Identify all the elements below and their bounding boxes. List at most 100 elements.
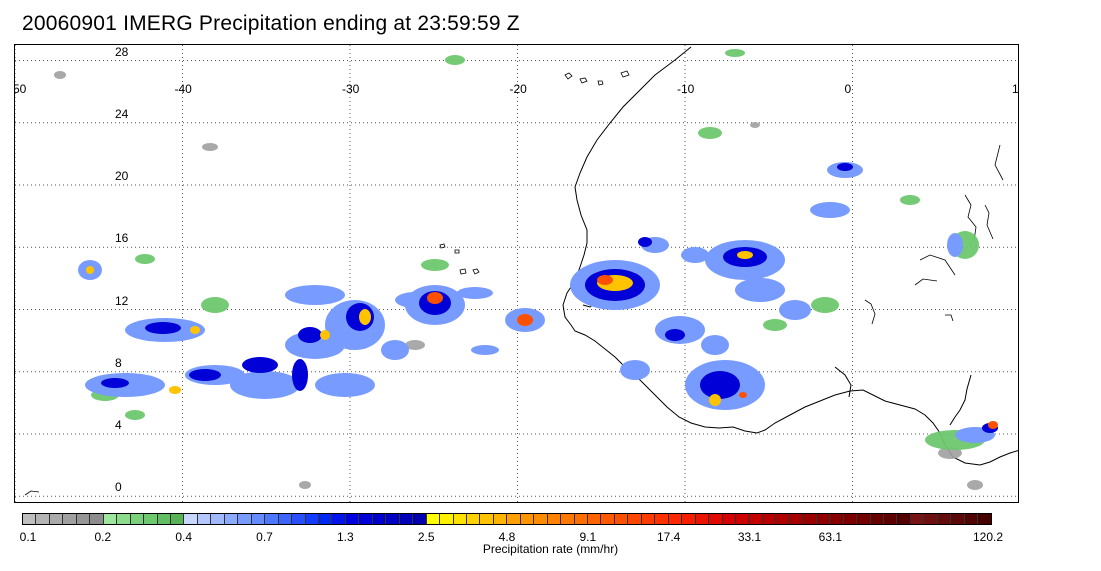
colorbar-cell — [520, 514, 535, 524]
colorbar-cell — [547, 514, 562, 524]
colorbar-cell — [561, 514, 575, 524]
colorbar-cell — [117, 514, 131, 524]
map-title: 20060901 IMERG Precipitation ending at 2… — [22, 12, 520, 35]
colorbar-cell — [144, 514, 158, 524]
colorbar-cell — [937, 514, 952, 524]
colorbar-cell — [332, 514, 346, 524]
lon-tick-label: -30 — [342, 82, 360, 96]
colorbar-cell — [870, 514, 884, 524]
colorbar-cell — [211, 514, 225, 524]
colorbar-tick-label: 120.2 — [972, 530, 1004, 544]
colorbar-cell — [372, 514, 387, 524]
colorbar-cell — [23, 514, 37, 524]
lat-tick-label: 12 — [115, 293, 129, 308]
lat-tick-label: 20 — [115, 169, 129, 184]
lat-tick-label: 16 — [115, 231, 129, 246]
colorbar-cell — [318, 514, 333, 524]
lon-tick-label: 0 — [844, 82, 852, 96]
lon-tick-label: 10 — [1012, 82, 1019, 96]
colorbar-cell — [749, 514, 763, 524]
colorbar-cell — [386, 514, 400, 524]
colorbar-cell — [480, 514, 494, 524]
lat-tick-label: 8 — [115, 355, 122, 370]
colorbar-cell — [614, 514, 629, 524]
colorbar-title: Precipitation rate (mm/hr) — [482, 542, 619, 556]
colorbar-cell — [197, 514, 212, 524]
colorbar-cell — [736, 514, 750, 524]
colorbar-cell — [964, 514, 979, 524]
colorbar-tick-label: 63.1 — [818, 530, 843, 544]
colorbar-tick-label: 2.5 — [417, 530, 435, 544]
colorbar-tick-label: 4.8 — [498, 530, 516, 544]
colorbar-cell — [466, 514, 481, 524]
colorbar-cell — [493, 514, 508, 524]
lon-tick-label: -20 — [509, 82, 527, 96]
precipitation-map: -50 -40 -30 -20 -10 0 10 28 24 20 16 12 8 4 0 — [14, 44, 1019, 503]
colorbar-tick-label: 0.4 — [175, 530, 192, 544]
lat-tick-label: 28 — [115, 44, 129, 59]
colorbar-cell — [224, 514, 239, 524]
colorbar-cell — [507, 514, 521, 524]
colorbar-cell — [534, 514, 548, 524]
precipitation-colorbar — [22, 513, 992, 525]
colorbar-cell — [413, 514, 427, 524]
map-canvas — [15, 45, 1018, 502]
lon-tick-label: -40 — [174, 82, 192, 96]
colorbar-cell — [830, 514, 844, 524]
colorbar-cell — [399, 514, 414, 524]
colorbar-cell — [76, 514, 91, 524]
colorbar-tick-label: 1.3 — [336, 530, 354, 544]
colorbar-cell — [910, 514, 925, 524]
colorbar-tick-label: 0.2 — [94, 530, 112, 544]
colorbar-cell — [440, 514, 454, 524]
colorbar-tick-label: 33.1 — [737, 530, 762, 544]
colorbar-cell — [722, 514, 737, 524]
coastline — [562, 46, 1018, 466]
colorbar-cell — [655, 514, 669, 524]
colorbar-cell — [103, 514, 118, 524]
colorbar-cell — [628, 514, 642, 524]
islands — [24, 70, 1004, 496]
colorbar-tick-label: 0.1 — [19, 530, 37, 544]
colorbar-cell — [682, 514, 696, 524]
colorbar-cell — [63, 514, 77, 524]
colorbar-cell — [816, 514, 831, 524]
colorbar-cell — [978, 514, 991, 524]
colorbar-cell — [951, 514, 965, 524]
lat-tick-label: 4 — [115, 417, 122, 432]
lon-tick-label: -50 — [14, 82, 27, 96]
colorbar-cell — [238, 514, 252, 524]
map-grid — [15, 45, 1018, 502]
colorbar-cell — [803, 514, 817, 524]
colorbar-cell — [601, 514, 615, 524]
colorbar-tick-label: 17.4 — [656, 530, 681, 544]
colorbar-cell — [251, 514, 266, 524]
colorbar-cell — [359, 514, 373, 524]
colorbar-tick-label: 0.7 — [256, 530, 273, 544]
colorbar-cell — [641, 514, 656, 524]
lat-tick-label: 24 — [115, 106, 129, 121]
colorbar-cell — [130, 514, 145, 524]
colorbar-cell — [426, 514, 441, 524]
colorbar-cell — [170, 514, 185, 524]
colorbar-cell — [453, 514, 467, 524]
colorbar-cell — [762, 514, 777, 524]
colorbar-cell — [588, 514, 602, 524]
lon-tick-label: -10 — [677, 82, 695, 96]
colorbar-cell — [857, 514, 871, 524]
colorbar-cell — [776, 514, 790, 524]
colorbar-cell — [278, 514, 293, 524]
colorbar-cell — [897, 514, 911, 524]
precipitation-field — [54, 49, 998, 490]
colorbar-cell — [305, 514, 319, 524]
colorbar-cell — [265, 514, 279, 524]
colorbar-cell — [292, 514, 306, 524]
colorbar-tick-label: 9.1 — [579, 530, 597, 544]
colorbar-cell — [789, 514, 804, 524]
colorbar-cell — [843, 514, 858, 524]
colorbar-cell — [574, 514, 589, 524]
colorbar-cell — [668, 514, 683, 524]
colorbar-cell — [184, 514, 198, 524]
colorbar-cell — [345, 514, 360, 524]
colorbar-cell — [49, 514, 64, 524]
